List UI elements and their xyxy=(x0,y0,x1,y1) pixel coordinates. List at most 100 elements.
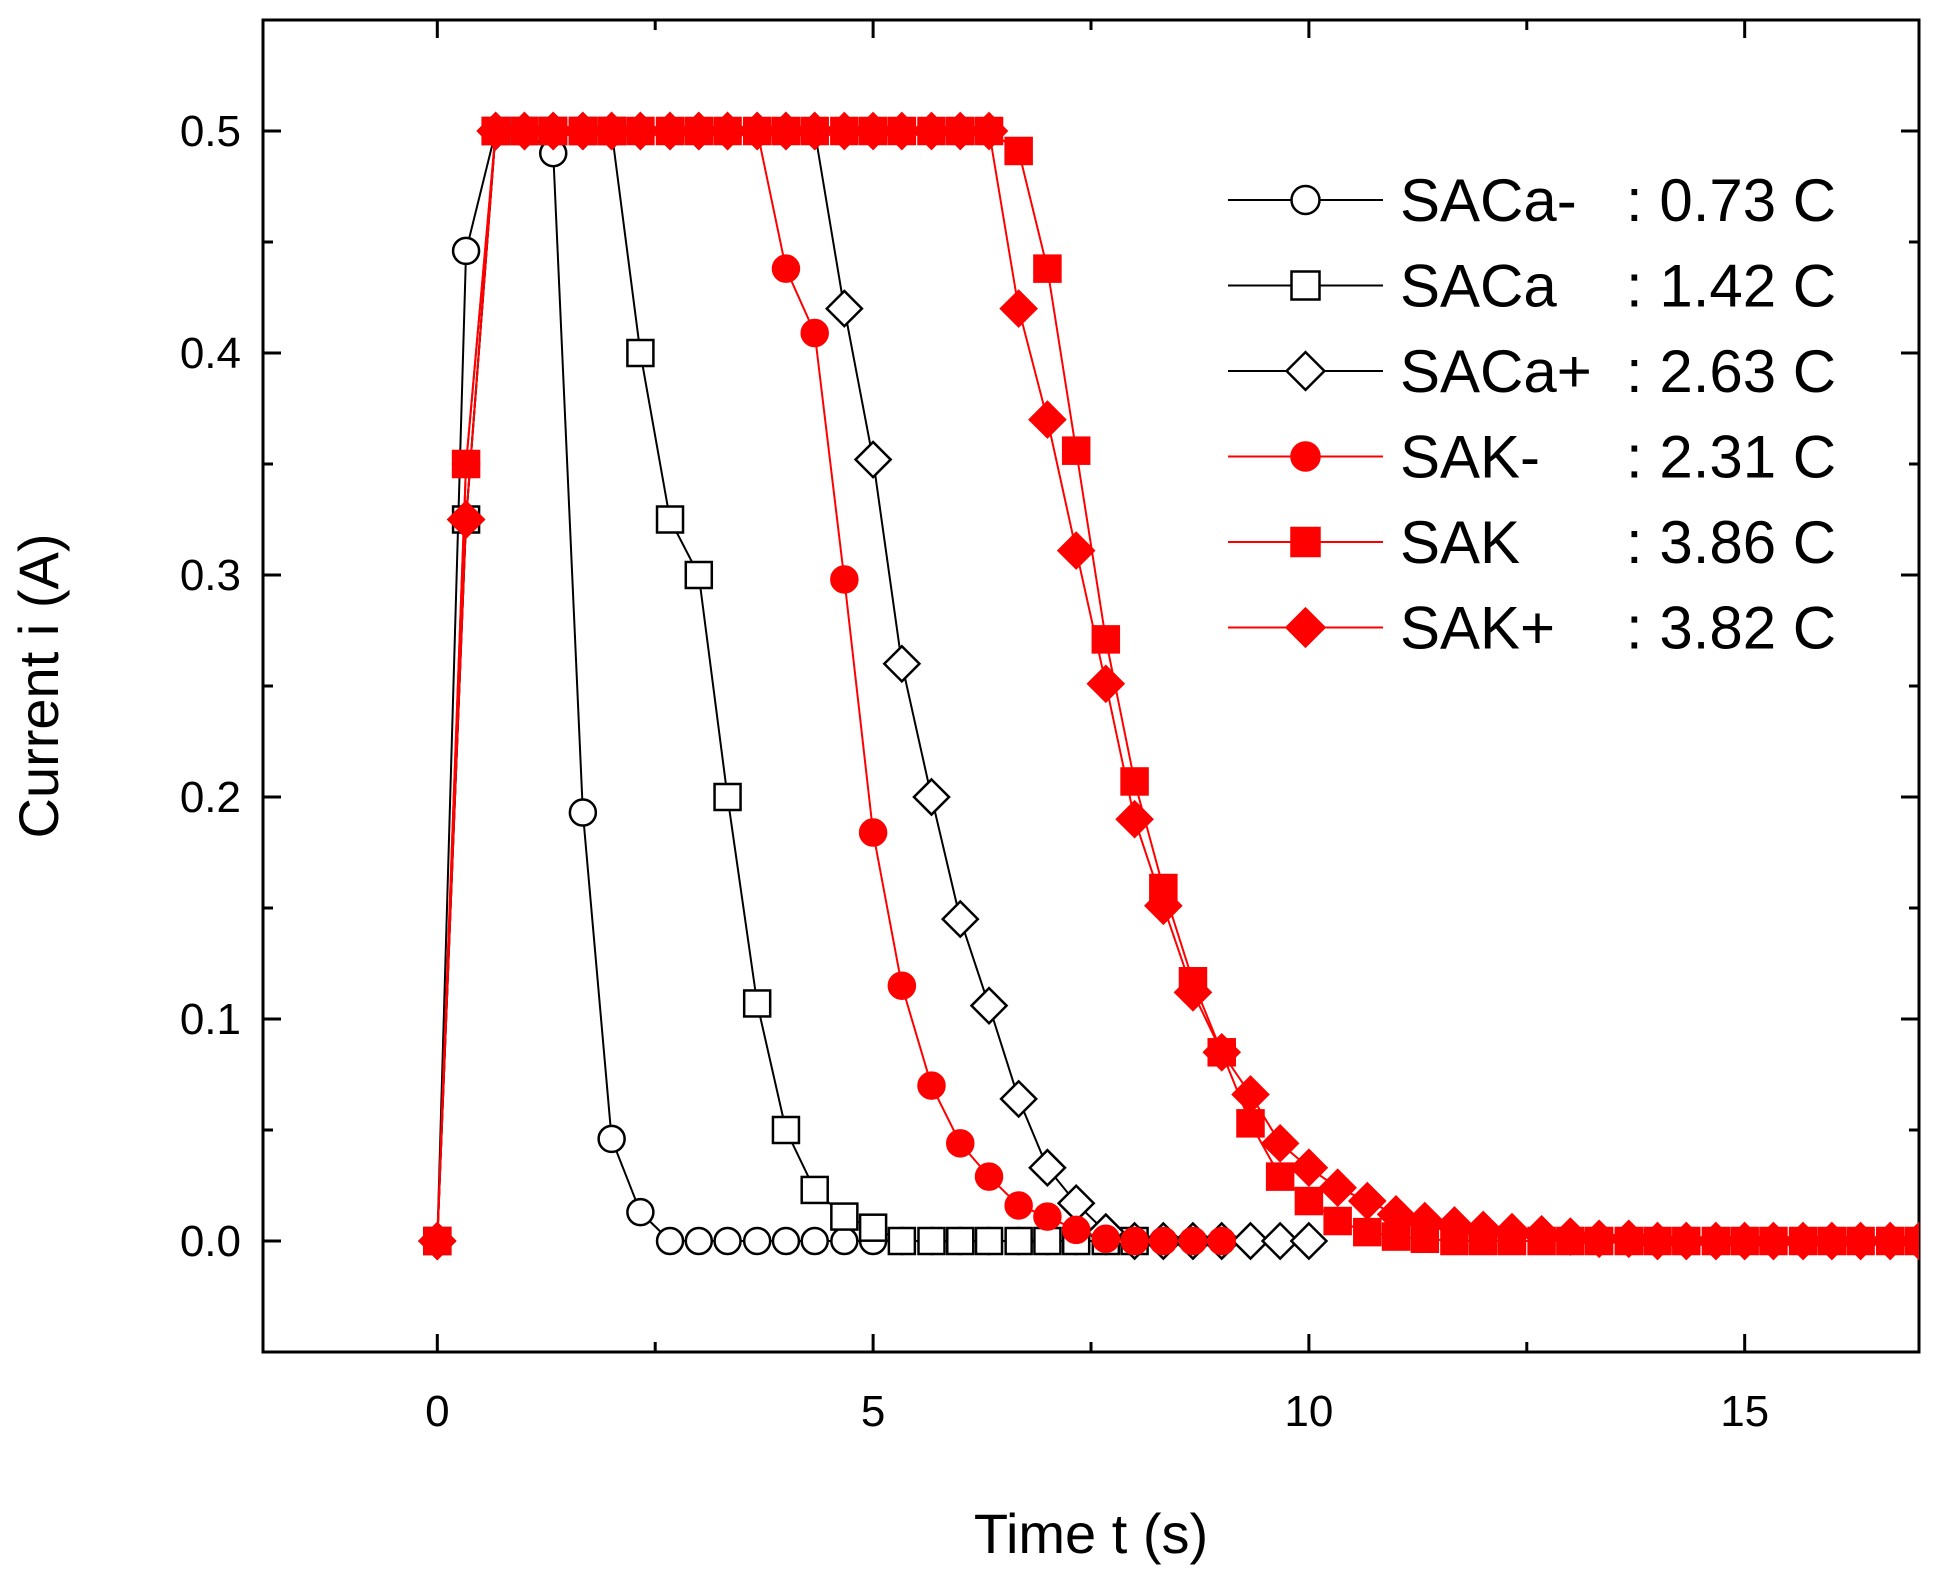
legend-marker xyxy=(1290,270,1321,301)
legend-label: SAK- xyxy=(1400,424,1540,491)
data-point-sak-plus xyxy=(825,111,864,151)
data-point-sak-plus xyxy=(1202,1032,1242,1072)
data-point-sak xyxy=(1294,1186,1324,1216)
data-point-sak-plus xyxy=(882,111,922,151)
data-point-saca xyxy=(742,989,772,1018)
data-point-saca-minus xyxy=(568,798,598,827)
data-point-saca-minus xyxy=(771,1226,801,1256)
data-point-sak-plus xyxy=(621,111,660,151)
data-point-sak-plus xyxy=(1609,1219,1649,1259)
data-point-sak-plus xyxy=(1579,1219,1619,1259)
legend-label: SACa xyxy=(1400,253,1557,320)
data-point-sak-plus xyxy=(969,111,1009,151)
data-point-sak xyxy=(1033,254,1062,283)
data-point-saca xyxy=(684,560,714,590)
data-point-saca-plus xyxy=(1260,1221,1300,1261)
y-tick-label: 0.0 xyxy=(180,1217,241,1266)
data-point-saca xyxy=(887,1226,917,1256)
x-tick-label: 0 xyxy=(425,1387,449,1436)
data-point-saca-plus xyxy=(825,289,864,328)
data-point-saca xyxy=(1033,1226,1062,1256)
data-point-sak xyxy=(1004,136,1033,166)
legend-item-sak: SAK: 3.86 C xyxy=(1228,509,1836,576)
data-point-sak-plus xyxy=(795,111,835,151)
series-sak-plus xyxy=(417,111,1919,1261)
data-point-saca-plus xyxy=(1289,1221,1329,1261)
data-point-sak-plus xyxy=(1812,1221,1852,1261)
x-tick-labels: 0 5 10 15 xyxy=(425,1387,1769,1436)
data-point-saca-plus xyxy=(853,440,893,479)
legend-value: : 0.73 C xyxy=(1626,167,1836,234)
y-tick-labels: 0.0 0.1 0.2 0.3 0.4 0.5 xyxy=(180,107,241,1266)
series-layer xyxy=(417,111,1919,1261)
data-point-sak-plus xyxy=(766,111,806,151)
data-point-saca-minus xyxy=(451,236,481,266)
y-axis-title: Current i (A) xyxy=(7,534,70,839)
data-point-saca xyxy=(800,1175,829,1205)
series-line-saca-plus xyxy=(436,130,1309,1242)
data-point-sak-minus xyxy=(917,1071,946,1100)
data-point-sak-minus xyxy=(1091,1224,1121,1254)
data-point-sak-plus xyxy=(563,111,603,151)
data-point-sak-plus xyxy=(417,1221,457,1261)
data-point-sak-plus xyxy=(1551,1217,1590,1256)
data-point-saca xyxy=(713,782,742,812)
y-tick-label: 0.5 xyxy=(180,107,241,156)
legend-label: SAK xyxy=(1400,509,1520,576)
data-point-saca xyxy=(858,1213,888,1242)
legend-marker xyxy=(1290,526,1321,558)
legend-marker xyxy=(1290,184,1321,216)
data-point-saca-plus xyxy=(940,899,980,939)
x-tick-label: 15 xyxy=(1720,1387,1769,1436)
data-point-sak-minus xyxy=(1120,1226,1149,1256)
data-point-sak-plus xyxy=(1289,1148,1329,1188)
data-point-saca-minus xyxy=(800,1226,829,1256)
data-point-sak-plus xyxy=(1376,1195,1416,1234)
series-line-saca xyxy=(436,130,1135,1242)
data-point-sak-plus xyxy=(1144,886,1183,926)
axis-ticks xyxy=(263,18,1919,1354)
data-point-saca-plus xyxy=(912,777,951,817)
data-point-saca-minus xyxy=(597,1124,626,1154)
data-point-sak-plus xyxy=(1086,664,1126,704)
data-point-sak-plus xyxy=(1231,1075,1270,1114)
legend-item-saca-minus: SACa- : 0.73 C xyxy=(1228,167,1836,234)
data-point-sak-plus xyxy=(1899,1221,1919,1261)
legend-label: SAK+ xyxy=(1400,595,1555,662)
data-point-sak-plus xyxy=(737,111,777,151)
data-point-sak-plus xyxy=(1725,1221,1765,1261)
series-saca-plus xyxy=(417,111,1329,1261)
data-point-sak-plus xyxy=(1435,1206,1474,1245)
data-point-saca xyxy=(1004,1226,1033,1256)
data-point-saca xyxy=(974,1226,1004,1256)
data-point-saca xyxy=(771,1115,801,1145)
data-point-sak-plus xyxy=(476,111,516,151)
data-point-saca xyxy=(946,1226,975,1256)
legend-value: : 1.42 C xyxy=(1626,253,1836,320)
legend-label: SACa- xyxy=(1400,167,1577,234)
data-point-sak-plus xyxy=(1318,1168,1357,1208)
series-saca xyxy=(423,116,1149,1256)
data-point-sak xyxy=(1265,1162,1295,1191)
data-point-sak xyxy=(1120,767,1149,796)
x-axis-title: Time t (s) xyxy=(974,1502,1208,1565)
y-tick-label: 0.3 xyxy=(180,551,241,600)
data-point-sak-minus xyxy=(1207,1226,1236,1256)
data-point-saca-plus xyxy=(1028,1148,1067,1188)
data-point-saca xyxy=(655,505,685,534)
data-point-sak-plus xyxy=(1492,1212,1532,1252)
data-point-sak-plus xyxy=(1347,1181,1387,1221)
data-point-sak-plus xyxy=(1696,1221,1736,1261)
data-point-sak-plus xyxy=(912,111,951,151)
data-point-sak xyxy=(1353,1217,1382,1247)
x-tick-label: 5 xyxy=(861,1387,885,1436)
legend-marker xyxy=(1284,350,1327,392)
data-point-sak-minus xyxy=(830,565,859,594)
x-tick-label: 10 xyxy=(1284,1387,1333,1436)
data-point-sak xyxy=(1236,1109,1265,1138)
y-tick-label: 0.1 xyxy=(180,995,241,1044)
data-point-sak-plus xyxy=(708,111,747,151)
legend-value: : 3.82 C xyxy=(1626,595,1836,662)
